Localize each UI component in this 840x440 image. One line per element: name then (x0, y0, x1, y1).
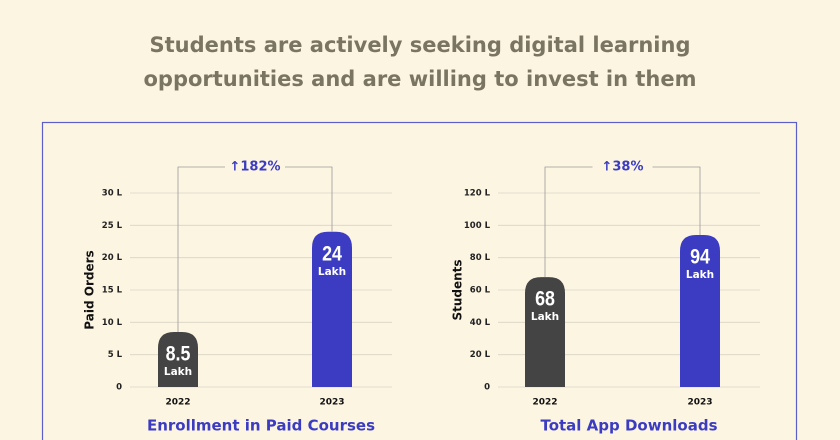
bracket (544, 166, 701, 278)
chart-title: Enrollment in Paid Courses (147, 417, 375, 435)
value-unit: Lakh (164, 366, 192, 378)
x-tick-label: 2022 (165, 398, 190, 408)
bar (525, 277, 565, 387)
chart-title: Total App Downloads (540, 417, 717, 435)
y-tick-label: 20 L (470, 350, 491, 360)
y-axis-label: Students (451, 259, 465, 320)
y-tick-label: 80 L (470, 253, 491, 263)
y-tick-label: 120 L (464, 189, 491, 199)
bar (680, 235, 720, 387)
value-label: 8.5 (166, 342, 191, 366)
annotation: ↑182% (229, 160, 280, 175)
y-tick-label: 60 L (470, 286, 491, 296)
y-tick-label: 25 L (102, 221, 123, 231)
annotation: ↑38% (601, 160, 643, 175)
y-tick-label: 100 L (464, 221, 491, 231)
y-tick-label: 15 L (102, 286, 123, 296)
y-tick-label: 0 (116, 383, 122, 393)
y-tick-label: 20 L (102, 253, 123, 263)
bar (312, 231, 352, 387)
x-tick-label: 2023 (319, 398, 344, 408)
bracket (177, 166, 333, 333)
page-title: Students are actively seeking digital le… (143, 33, 697, 91)
y-tick-label: 5 L (108, 350, 123, 360)
value-unit: Lakh (531, 311, 559, 323)
frame (41, 121, 798, 440)
value-unit: Lakh (318, 266, 346, 278)
y-tick-label: 30 L (102, 189, 123, 199)
value-unit: Lakh (686, 269, 714, 281)
y-tick-label: 10 L (102, 318, 123, 328)
value-label: 94 (690, 245, 710, 269)
annotation-bg (592, 158, 653, 176)
annotation-bg (225, 158, 285, 176)
y-tick-label: 40 L (470, 318, 491, 328)
x-tick-label: 2023 (687, 398, 712, 408)
value-label: 68 (535, 287, 555, 311)
bar (158, 332, 198, 387)
value-label: 24 (322, 242, 342, 266)
y-tick-label: 0 (484, 383, 490, 393)
x-tick-label: 2022 (532, 398, 557, 408)
y-axis-label: Paid Orders (83, 250, 97, 329)
